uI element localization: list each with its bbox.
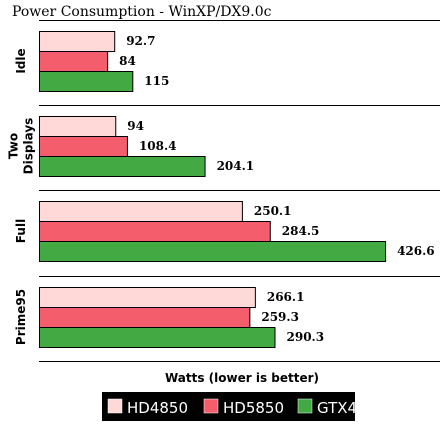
data-label-gtx480-2: 426.6 [397,244,435,258]
bar-gtx480-2 [39,241,387,262]
legend: HD4850 HD5850 GTX480 [102,392,376,421]
category-label-line: Idle [14,48,28,73]
legend-label-hd5850: HD5850 [223,399,284,417]
data-label-hd5850-1: 108.4 [139,139,177,153]
plot-area: Idle 92.7 84 115 TwoDisplays 94 108.4 204.1 Full… [7,20,440,362]
category-label-0: Idle [14,48,28,73]
data-label-hd4850-2: 250.1 [254,204,292,218]
legend-swatch-gtx480 [297,398,313,414]
data-label-hd4850-1: 94 [127,119,144,133]
bar-hd5850-0 [39,51,109,72]
data-label-hd4850-3: 266.1 [267,290,305,304]
legend-label-hd4850: HD4850 [127,399,188,417]
category-label-line: Two [7,133,21,159]
legend-swatch-hd4850 [107,398,123,414]
bar-hd4850-2 [39,201,243,222]
category-label-2: Full [14,219,28,243]
legend-label-gtx480: GTX480 [317,399,376,417]
chart-title: Power Consumption - WinXP/DX9.0c [12,4,272,20]
category-label-line: Full [14,219,28,243]
category-label-3: Prime95 [14,289,28,345]
category-label-line: Displays [22,118,36,175]
bar-hd4850-3 [39,287,256,308]
data-label-hd5850-3: 259.3 [261,310,299,324]
bar-gtx480-3 [39,327,276,348]
data-label-gtx480-3: 290.3 [287,330,325,344]
category-label-1: TwoDisplays [7,118,36,175]
bar-hd4850-0 [39,31,116,52]
bar-gtx480-0 [39,71,134,92]
data-label-hd5850-2: 284.5 [282,224,320,238]
data-label-gtx480-1: 204.1 [217,159,255,173]
data-label-gtx480-0: 115 [144,74,169,88]
legend-swatch-hd5850 [203,398,219,414]
bar-hd5850-2 [39,221,271,242]
category-label-line: Prime95 [14,289,28,345]
bar-hd5850-3 [39,307,251,328]
bar-hd5850-1 [39,136,128,157]
bar-hd4850-1 [39,116,117,137]
legend-box [102,392,355,421]
data-label-hd4850-0: 92.7 [126,34,155,48]
bar-gtx480-1 [39,156,206,177]
x-axis-label: Watts (lower is better) [165,371,319,385]
data-label-hd5850-0: 84 [119,54,136,68]
